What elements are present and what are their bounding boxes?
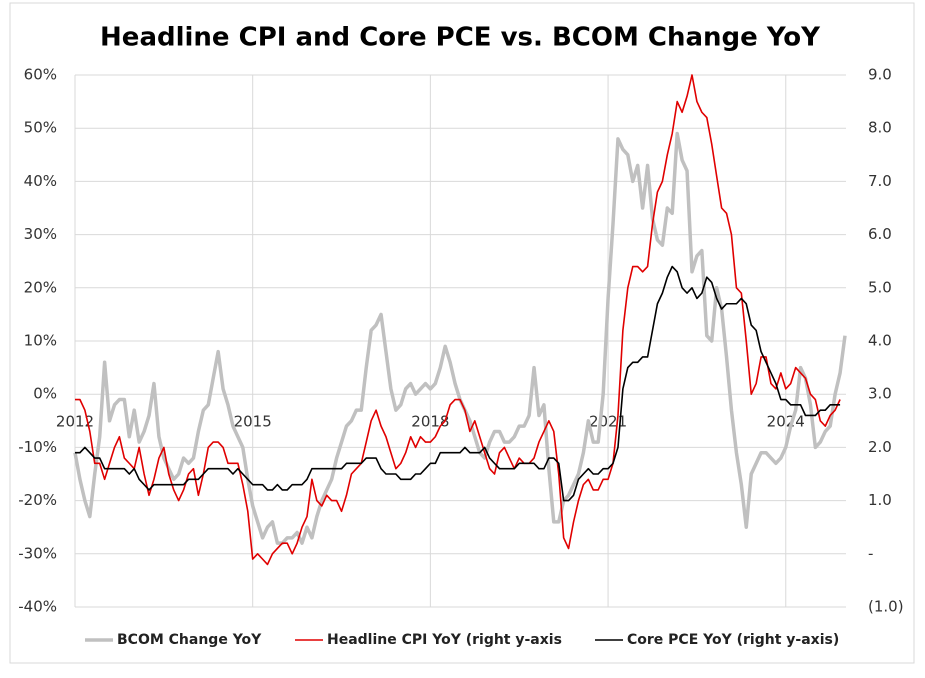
x-tick-label: 2015 xyxy=(234,413,272,431)
y-tick-label: -30% xyxy=(18,544,57,562)
y2-tick-label: 3.0 xyxy=(868,385,892,403)
y2-tick-label: (1.0) xyxy=(868,598,904,616)
y-tick-label: 50% xyxy=(24,119,57,137)
x-tick-label: 2024 xyxy=(767,413,805,431)
series-line xyxy=(75,74,841,566)
y-tick-label: 30% xyxy=(24,225,57,243)
y-tick-label: 60% xyxy=(24,66,57,84)
legend-label: Core PCE YoY (right y-axis) xyxy=(627,632,839,648)
y-tick-label: 20% xyxy=(24,278,57,296)
y2-tick-label: 4.0 xyxy=(868,332,892,350)
series-line xyxy=(75,265,841,502)
y2-tick-label: 6.0 xyxy=(868,225,892,243)
y2-tick-label: 1.0 xyxy=(868,491,892,509)
legend-label: Headline CPI YoY (right y-axis xyxy=(327,632,562,648)
series-line xyxy=(73,131,847,545)
y2-tick-label: 7.0 xyxy=(868,172,892,190)
y-tick-label: -10% xyxy=(18,438,57,456)
x-tick-label: 2012 xyxy=(56,413,94,431)
y2-tick-label: 8.0 xyxy=(868,119,892,137)
y2-tick-label: 2.0 xyxy=(868,438,892,456)
y2-tick-label: - xyxy=(868,544,873,562)
y-tick-label: 40% xyxy=(24,172,57,190)
chart-border xyxy=(9,2,915,664)
y-tick-label: -40% xyxy=(18,598,57,616)
legend-label: BCOM Change YoY xyxy=(117,632,262,648)
chart-title: Headline CPI and Core PCE vs. BCOM Chang… xyxy=(100,23,821,53)
y-tick-label: 0% xyxy=(33,385,57,403)
y2-tick-label: 5.0 xyxy=(868,278,892,296)
y-tick-label: 10% xyxy=(24,332,57,350)
y2-tick-label: 9.0 xyxy=(868,66,892,84)
y-tick-label: -20% xyxy=(18,491,57,509)
